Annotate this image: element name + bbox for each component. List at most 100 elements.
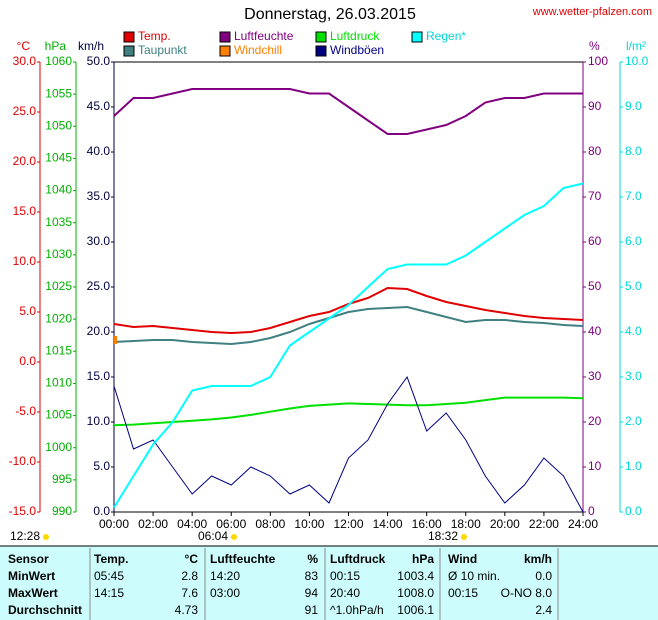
y-tick-label: 25.0 [87, 279, 111, 293]
sun-dot [231, 534, 237, 540]
table-header: km/h [524, 552, 552, 566]
series-mark [114, 336, 117, 344]
legend-label: Windböen [330, 43, 384, 57]
series-line [113, 396, 584, 427]
y-tick-label: 70 [588, 189, 602, 203]
legend-swatch [219, 45, 231, 57]
y-tick-label: -10.0 [9, 454, 37, 468]
table-cell: 1003.4 [397, 569, 434, 583]
y-tick-label: 50.0 [87, 54, 111, 68]
table-cell: 20:40 [330, 586, 360, 600]
y-tick-label: 3.0 [625, 369, 642, 383]
table-separators [89, 548, 559, 620]
legend-label: Luftfeuchte [234, 29, 294, 43]
series-line [113, 182, 584, 509]
y-tick-label: 45.0 [87, 99, 111, 113]
y-tick-label: 1020 [45, 311, 72, 325]
table-cell: O-NO 8.0 [501, 586, 553, 600]
y-tick-label: 1055 [45, 86, 72, 100]
y-tick-label: 1050 [45, 118, 72, 132]
y-tick-label: 0.0 [93, 504, 110, 518]
x-tick-label: 22:00 [529, 517, 559, 531]
y-tick-label: 8.0 [625, 144, 642, 158]
table-header: Temp. [94, 552, 128, 566]
y-tick-label: 1015 [45, 343, 72, 357]
y-tick-label: 1045 [45, 151, 72, 165]
table-cell: ^1.0hPa/h [330, 603, 384, 617]
y-tick-label: 1025 [45, 279, 72, 293]
y-tick-label: 20.0 [13, 154, 37, 168]
x-tick-label: 24:00 [568, 517, 598, 531]
y-tick-label: 80 [588, 144, 602, 158]
table-cell: MinWert [8, 569, 55, 583]
y-tick-label: 1030 [45, 247, 72, 261]
table-cell: 0.0 [535, 569, 552, 583]
table-cell: 03:00 [210, 586, 240, 600]
table-cell: 94 [305, 586, 319, 600]
y-tick-label: 30 [588, 369, 602, 383]
table-header: Sensor [8, 552, 49, 566]
y-tick-label: 6.0 [625, 234, 642, 248]
chart-title: Donnerstag, 26.03.2015 [244, 6, 416, 23]
y-tick-label: 20.0 [87, 324, 111, 338]
x-tick-label: 20:00 [490, 517, 520, 531]
table-header: °C [185, 552, 199, 566]
y-tick-label: 25.0 [13, 104, 37, 118]
y-tick-label: 9.0 [625, 99, 642, 113]
y-tick-label: 1060 [45, 54, 72, 68]
y-tick-label: 30.0 [87, 234, 111, 248]
sun-time: 06:04 [198, 529, 228, 543]
y-tick-label: 100 [588, 54, 608, 68]
y-tick-label: 40 [588, 324, 602, 338]
y-tick-label: 35.0 [87, 189, 111, 203]
y-tick-label: 30.0 [13, 54, 37, 68]
x-tick-label: 00:00 [99, 517, 129, 531]
legend-label: Regen* [426, 29, 466, 43]
table-header: % [307, 552, 318, 566]
x-tick-label: 02:00 [138, 517, 168, 531]
y-tick-label: 1010 [45, 376, 72, 390]
table-cell: 7.6 [181, 586, 198, 600]
y-tick-label: 60 [588, 234, 602, 248]
table-cell: 00:15 [448, 586, 478, 600]
y-tick-label: 5.0 [19, 304, 36, 318]
y-tick-label: 15.0 [87, 369, 111, 383]
y-tick-label: 4.0 [625, 324, 642, 338]
legend-swatch [315, 45, 327, 57]
table-cell: MaxWert [8, 586, 58, 600]
axis-unit: km/h [78, 39, 104, 53]
x-tick-label: 04:00 [177, 517, 207, 531]
series-line [113, 88, 583, 135]
legend-label: Windchill [234, 43, 282, 57]
legend-swatch [411, 31, 423, 43]
y-tick-label: 1035 [45, 215, 72, 229]
y-tick-label: 7.0 [625, 189, 642, 203]
y-tick-label: 0 [588, 504, 595, 518]
y-tick-label: 0.0 [625, 504, 642, 518]
x-tick-label: 08:00 [255, 517, 285, 531]
y-tick-label: 990 [52, 504, 72, 518]
x-tick-label: 12:00 [333, 517, 363, 531]
y-tick-label: 995 [52, 472, 72, 486]
table-cell: Durchschnitt [8, 603, 82, 617]
x-tick-label: 06:00 [216, 517, 246, 531]
y-tick-label: 50 [588, 279, 602, 293]
axis-unit: % [589, 39, 600, 53]
y-tick-label: 10 [588, 459, 602, 473]
y-tick-label: 0.0 [19, 354, 36, 368]
y-tick-label: 90 [588, 99, 602, 113]
series-line [113, 375, 584, 513]
y-tick-label: 10.0 [87, 414, 111, 428]
table-cell: 1006.1 [397, 603, 434, 617]
y-tick-label: 2.0 [625, 414, 642, 428]
y-tick-label: -5.0 [15, 404, 36, 418]
legend-label: Taupunkt [138, 43, 187, 57]
table-cell: 4.73 [175, 603, 199, 617]
series-line [113, 305, 584, 346]
y-tick-label: 1005 [45, 408, 72, 422]
table-cell: 1008.0 [397, 586, 434, 600]
source: www.wetter-pfalzen.com [532, 6, 652, 18]
table-cell: 2.8 [181, 569, 198, 583]
x-tick-label: 14:00 [373, 517, 403, 531]
